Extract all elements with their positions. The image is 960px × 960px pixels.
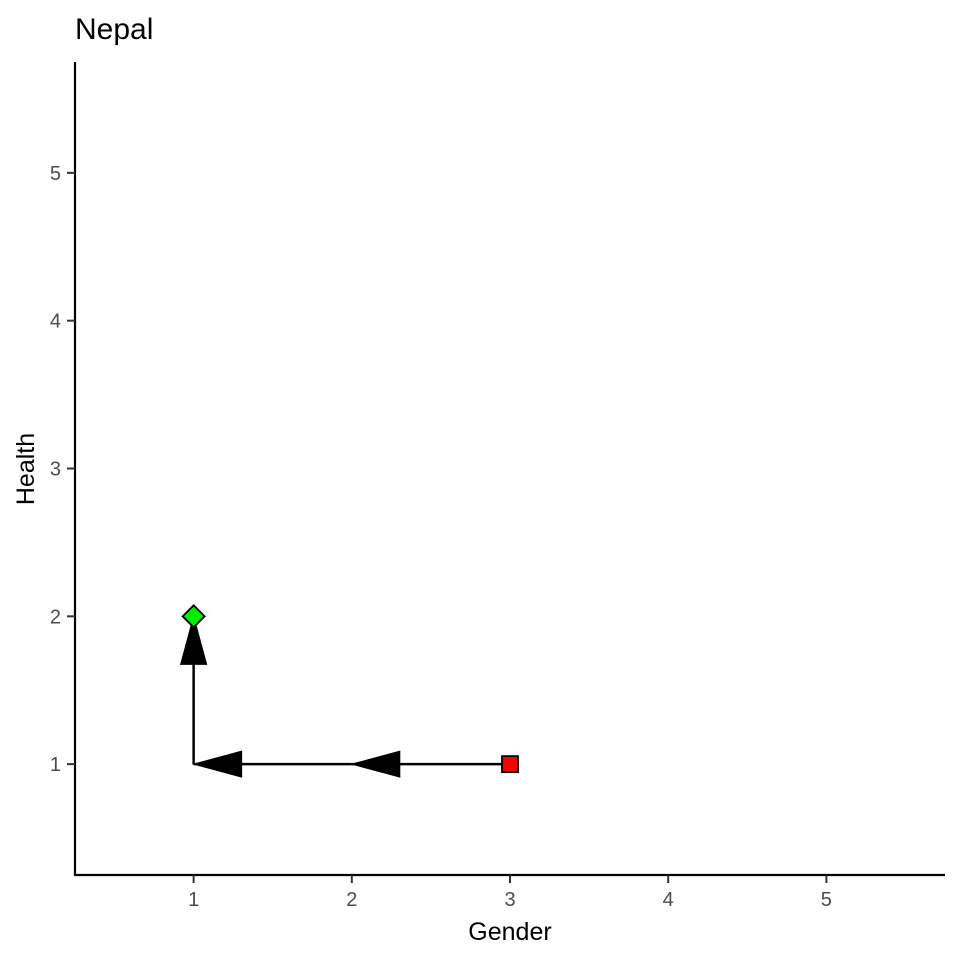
y-axis-ticks: 1 2 3 4 5 bbox=[50, 163, 75, 776]
x-tick-label: 5 bbox=[821, 889, 832, 911]
x-axis-ticks: 1 2 3 4 5 bbox=[188, 875, 832, 911]
start-point-marker bbox=[501, 755, 519, 774]
x-tick-label: 3 bbox=[504, 889, 515, 911]
y-tick-label: 4 bbox=[50, 311, 61, 333]
x-tick-label: 4 bbox=[663, 889, 674, 911]
y-axis-title: Health bbox=[12, 433, 40, 505]
arrowhead bbox=[191, 750, 243, 778]
x-tick-label: 1 bbox=[188, 889, 199, 911]
arrowhead bbox=[349, 750, 401, 778]
y-tick-label: 2 bbox=[50, 606, 61, 628]
y-tick-label: 3 bbox=[50, 459, 61, 481]
plot-area bbox=[179, 604, 519, 778]
arrowhead bbox=[179, 614, 208, 665]
chart-title: Nepal bbox=[75, 13, 153, 46]
x-tick-label: 2 bbox=[346, 889, 357, 911]
y-tick-label: 5 bbox=[50, 163, 61, 185]
y-tick-label: 1 bbox=[50, 754, 61, 776]
end-point-marker bbox=[181, 604, 206, 629]
x-axis-title: Gender bbox=[468, 918, 551, 946]
